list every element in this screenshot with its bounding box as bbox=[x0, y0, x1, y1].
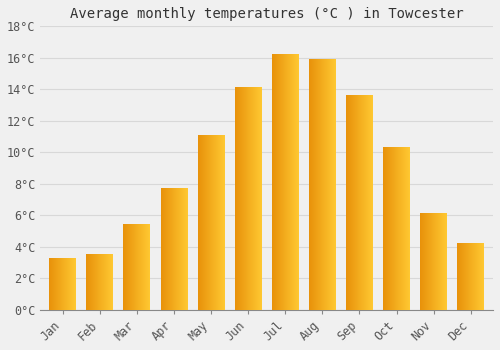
Title: Average monthly temperatures (°C ) in Towcester: Average monthly temperatures (°C ) in To… bbox=[70, 7, 464, 21]
